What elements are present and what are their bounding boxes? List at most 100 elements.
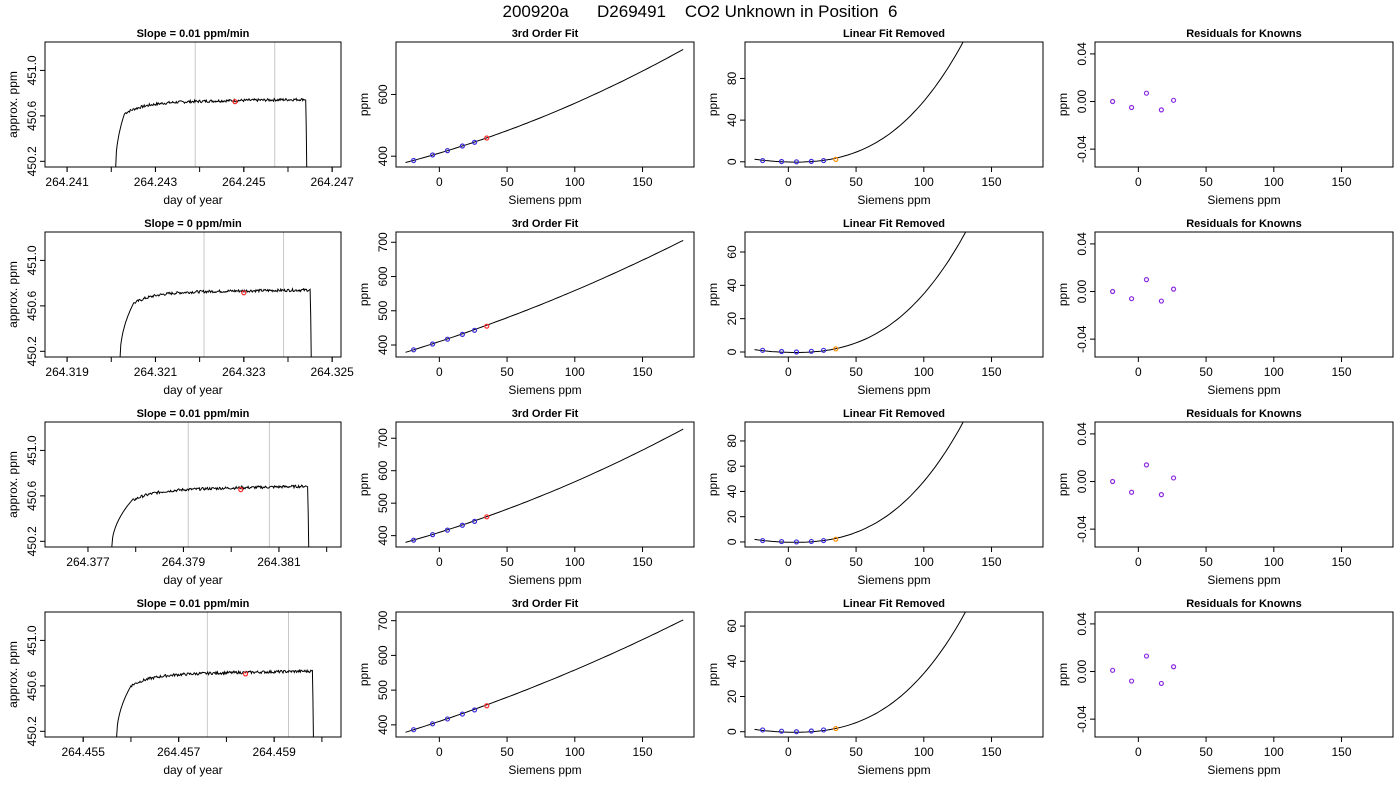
panel-timeseries-row-1: Slope = 0.01 ppm/min 264.241 264.243 264.24… bbox=[6, 28, 354, 207]
panel-linear_removed-row-1: Linear Fit Removed 0 50 100 150 0 40 80 Siemens … bbox=[706, 28, 1044, 207]
x-tick-label: 150 bbox=[982, 555, 1002, 569]
fit-curve bbox=[405, 48, 684, 163]
residual-point bbox=[1170, 664, 1177, 670]
plot-frame bbox=[395, 231, 695, 358]
panel-title: 3rd Order Fit bbox=[512, 408, 579, 420]
known-point bbox=[793, 349, 800, 355]
x-tick-label: 0 bbox=[436, 555, 443, 569]
y-tick-label: 450.2 bbox=[25, 146, 39, 176]
x-tick-label: 150 bbox=[633, 745, 653, 759]
known-point bbox=[808, 728, 814, 734]
known-point bbox=[820, 727, 827, 733]
x-axis-label: day of year bbox=[163, 763, 222, 777]
x-axis-label: Siemens ppm bbox=[1207, 193, 1280, 207]
x-axis-label: Siemens ppm bbox=[857, 573, 930, 587]
y-tick-label: 20 bbox=[725, 690, 739, 704]
known-point bbox=[760, 727, 766, 733]
x-tick-label: 50 bbox=[500, 555, 514, 569]
x-tick-label: 0 bbox=[785, 555, 792, 569]
panel-title: Linear Fit Removed bbox=[843, 598, 945, 610]
residual-curve bbox=[754, 612, 967, 733]
known-point bbox=[444, 716, 451, 722]
x-tick-label: 150 bbox=[633, 555, 653, 569]
x-tick-label: 100 bbox=[1264, 365, 1284, 379]
plot-frame bbox=[44, 611, 342, 738]
trace-line bbox=[111, 484, 310, 547]
known-point bbox=[820, 537, 827, 544]
y-axis-label: ppm bbox=[1056, 283, 1070, 306]
panel-title: Slope = 0.01 ppm/min bbox=[137, 598, 250, 610]
residual-point bbox=[1170, 286, 1177, 292]
y-axis-label: ppm bbox=[706, 93, 720, 116]
known-point bbox=[429, 721, 436, 727]
x-tick-label: 0 bbox=[1135, 175, 1142, 189]
x-tick-label: 264.379 bbox=[162, 555, 206, 569]
known-point bbox=[793, 539, 800, 545]
x-tick-label: 264.321 bbox=[134, 365, 178, 379]
figure-title: 200920a D269491 CO2 Unknown in Position … bbox=[502, 2, 898, 21]
plot-frame bbox=[1094, 231, 1394, 358]
x-tick-label: 264.377 bbox=[66, 555, 110, 569]
x-tick-label: 100 bbox=[914, 365, 934, 379]
y-tick-label: 450.2 bbox=[25, 716, 39, 746]
plot-frame bbox=[744, 231, 1044, 358]
x-axis-label: Siemens ppm bbox=[508, 573, 581, 587]
panel-fit-row-4: 3rd Order Fit 0 50 100 150 400 500 600 700 Siemen… bbox=[357, 598, 695, 777]
known-point bbox=[411, 537, 417, 543]
x-tick-label: 100 bbox=[565, 745, 585, 759]
x-tick-label: 264.323 bbox=[222, 365, 266, 379]
plot-frame bbox=[1094, 611, 1394, 738]
y-tick-label: 400 bbox=[376, 335, 390, 355]
y-tick-label: 0 bbox=[725, 538, 739, 545]
x-tick-label: 0 bbox=[436, 365, 443, 379]
y-tick-label: -0.04 bbox=[1075, 705, 1089, 733]
known-point bbox=[793, 159, 800, 165]
trace-line bbox=[119, 287, 312, 357]
x-tick-label: 50 bbox=[500, 365, 514, 379]
known-point bbox=[820, 157, 827, 164]
y-tick-label: 700 bbox=[376, 232, 390, 252]
y-axis-label: approx. ppm bbox=[6, 451, 20, 518]
fit-curve bbox=[405, 428, 684, 543]
y-axis-label: ppm bbox=[357, 93, 371, 116]
y-tick-label: 40 bbox=[725, 113, 739, 127]
x-axis-label: day of year bbox=[163, 193, 222, 207]
y-tick-label: 0 bbox=[725, 158, 739, 165]
panel-title: Slope = 0 ppm/min bbox=[144, 218, 242, 230]
panel-title: 3rd Order Fit bbox=[512, 598, 579, 610]
y-tick-label: 0.00 bbox=[1075, 660, 1089, 684]
residual-point bbox=[1143, 462, 1150, 468]
plot-frame bbox=[395, 41, 695, 168]
residual-curve bbox=[754, 42, 964, 163]
x-axis-label: Siemens ppm bbox=[857, 383, 930, 397]
x-tick-label: 264.459 bbox=[252, 745, 296, 759]
x-tick-label: 150 bbox=[982, 365, 1002, 379]
unknown-point bbox=[238, 487, 244, 493]
known-point bbox=[429, 152, 436, 158]
y-tick-label: 700 bbox=[376, 610, 390, 630]
y-tick-label: 60 bbox=[725, 245, 739, 259]
x-tick-label: 50 bbox=[1199, 745, 1213, 759]
known-point bbox=[459, 331, 465, 337]
y-axis-label: ppm bbox=[1056, 473, 1070, 496]
known-point bbox=[820, 347, 827, 353]
residual-point bbox=[1143, 653, 1150, 659]
x-tick-label: 264.455 bbox=[61, 745, 105, 759]
panel-timeseries-row-2: Slope = 0 ppm/min 264.319 264.321 264.323 26… bbox=[6, 218, 354, 397]
y-tick-label: 400 bbox=[376, 146, 390, 166]
x-tick-label: 150 bbox=[982, 175, 1002, 189]
y-tick-label: 451.0 bbox=[25, 55, 39, 85]
x-tick-label: 0 bbox=[785, 745, 792, 759]
known-point bbox=[778, 348, 785, 355]
y-tick-label: 600 bbox=[376, 84, 390, 104]
y-axis-label: ppm bbox=[1056, 663, 1070, 686]
y-axis-label: approx. ppm bbox=[6, 261, 20, 328]
y-tick-label: 500 bbox=[376, 493, 390, 513]
x-axis-label: Siemens ppm bbox=[1207, 763, 1280, 777]
panel-title: Residuals for Knowns bbox=[1186, 28, 1302, 40]
x-tick-label: 50 bbox=[849, 365, 863, 379]
x-axis-label: Siemens ppm bbox=[857, 763, 930, 777]
residual-point bbox=[1128, 104, 1135, 111]
panel-title: Residuals for Knowns bbox=[1186, 408, 1302, 420]
y-tick-label: 0.00 bbox=[1075, 280, 1089, 304]
